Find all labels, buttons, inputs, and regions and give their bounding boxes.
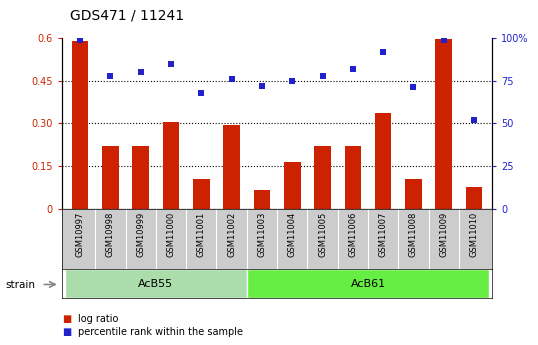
Point [470,117,478,123]
Point [409,85,418,90]
Text: percentile rank within the sample: percentile rank within the sample [78,327,243,337]
Point [379,49,387,55]
Bar [435,39,452,209]
Text: GSM11003: GSM11003 [257,212,266,257]
Point [288,78,296,83]
Bar [344,146,361,209]
Bar [193,179,210,209]
Point [167,61,175,66]
Bar [223,125,240,209]
Point [349,66,357,71]
Bar [314,146,331,209]
Text: AcB61: AcB61 [350,279,386,289]
Text: GSM11000: GSM11000 [166,212,175,257]
Text: GSM11010: GSM11010 [470,212,479,257]
Point [440,37,448,42]
Bar [162,122,179,209]
Text: ■: ■ [62,314,71,324]
Text: GSM11005: GSM11005 [318,212,327,257]
Point [106,73,115,78]
Bar [132,146,149,209]
Point [227,76,236,82]
Bar [405,179,422,209]
Bar [65,269,247,298]
Point [76,37,84,42]
Text: GSM11002: GSM11002 [227,212,236,257]
Bar [466,187,483,209]
Bar [284,162,301,209]
Text: GSM10997: GSM10997 [75,212,84,257]
Text: GSM10999: GSM10999 [136,212,145,257]
Text: GSM11009: GSM11009 [439,212,448,257]
Text: GSM11004: GSM11004 [288,212,297,257]
Point [136,69,145,75]
Point [318,73,327,78]
Text: log ratio: log ratio [78,314,118,324]
Bar [253,190,270,209]
Bar [375,114,392,209]
Text: AcB55: AcB55 [138,279,173,289]
Bar [102,146,119,209]
Text: GSM11007: GSM11007 [379,212,388,257]
Point [258,83,266,89]
Text: strain: strain [5,280,36,289]
Text: ■: ■ [62,327,71,337]
Text: GSM10998: GSM10998 [106,212,115,257]
Bar [247,269,489,298]
Text: GSM11006: GSM11006 [348,212,357,257]
Text: GSM11008: GSM11008 [409,212,418,257]
Point [197,90,206,95]
Text: GSM11001: GSM11001 [197,212,206,257]
Text: GDS471 / 11241: GDS471 / 11241 [70,9,184,23]
Bar [72,41,88,209]
